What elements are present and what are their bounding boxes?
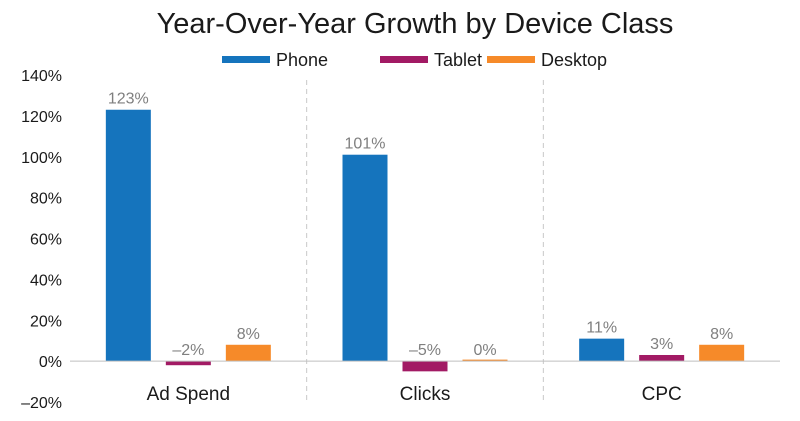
bar-tablet-ad-spend (165, 361, 211, 366)
y-tick-label: 100% (21, 150, 62, 167)
data-label: –5% (409, 342, 441, 359)
x-axis: Ad Spend Clicks CPC (70, 360, 780, 405)
x-category-label: CPC (642, 384, 682, 405)
y-tick-label: 60% (30, 232, 62, 249)
bar-phone-ad-spend (105, 109, 151, 362)
legend-item-desktop: Desktop (487, 50, 607, 70)
legend-label: Phone (276, 50, 328, 70)
bars (105, 109, 745, 372)
bar-desktop-cpc (699, 344, 745, 362)
legend-swatch (380, 56, 428, 63)
legend: Phone Tablet Desktop (222, 50, 607, 70)
y-tick-label: 120% (21, 109, 62, 126)
data-label: 3% (650, 336, 673, 353)
y-tick-label: 80% (30, 191, 62, 208)
legend-swatch (487, 56, 535, 63)
bar-phone-cpc (579, 338, 625, 362)
bar-desktop-ad-spend (225, 344, 271, 362)
y-axis: –20% 0% 20% 40% 60% 80% 100% 120% 140% (21, 68, 62, 412)
data-label: 11% (586, 320, 617, 337)
x-category-label: Clicks (400, 384, 451, 405)
bar-phone-clicks (342, 154, 388, 362)
data-label: 8% (710, 326, 733, 343)
chart-title: Year-Over-Year Growth by Device Class (157, 8, 674, 40)
legend-label: Desktop (541, 50, 607, 70)
legend-item-tablet: Tablet (380, 50, 482, 70)
y-tick-label: 20% (30, 313, 62, 330)
legend-swatch (222, 56, 270, 63)
bar-tablet-clicks (402, 361, 448, 372)
y-tick-label: –20% (21, 395, 62, 412)
legend-label: Tablet (434, 50, 482, 70)
y-tick-label: 40% (30, 272, 62, 289)
data-labels: 123% –2% 8% 101% –5% 0% 11% 3% 8% (108, 91, 733, 359)
x-category-label: Ad Spend (147, 384, 230, 405)
y-tick-label: 140% (21, 68, 62, 85)
data-label: –2% (172, 342, 204, 359)
bar-desktop-clicks (462, 359, 508, 362)
data-label: 101% (345, 136, 386, 153)
bar-tablet-cpc (639, 354, 685, 362)
data-label: 8% (237, 326, 260, 343)
data-label: 0% (473, 342, 496, 359)
legend-item-phone: Phone (222, 50, 328, 70)
data-label: 123% (108, 91, 149, 108)
y-tick-label: 0% (39, 354, 62, 371)
